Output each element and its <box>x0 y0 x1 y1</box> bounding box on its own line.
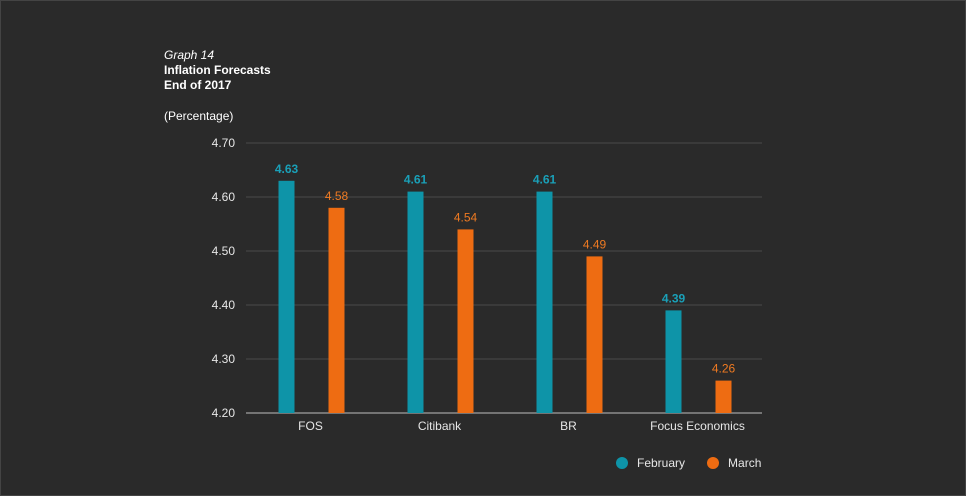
bar-february <box>278 180 295 413</box>
x-tick-label: Focus Economics <box>650 419 745 433</box>
y-tick-label: 4.40 <box>212 298 236 312</box>
x-tick-label: FOS <box>298 419 323 433</box>
bar-february <box>665 310 682 413</box>
data-label-february: 4.63 <box>275 162 299 176</box>
bar-february <box>536 191 553 413</box>
data-label-march: 4.58 <box>325 189 349 203</box>
y-tick-label: 4.20 <box>212 406 236 420</box>
legend-item-february: February <box>616 456 685 470</box>
data-label-march: 4.54 <box>454 210 478 224</box>
bar-march <box>715 380 732 413</box>
legend-swatch-march <box>707 457 720 469</box>
bar-march <box>328 207 345 413</box>
chart-title-block: Graph 14 Inflation Forecasts End of 2017 <box>164 48 271 93</box>
data-label-february: 4.61 <box>533 173 557 187</box>
data-label-march: 4.49 <box>583 237 607 251</box>
y-tick-label: 4.50 <box>212 244 236 258</box>
legend: February March <box>616 456 761 470</box>
graph-number: Graph 14 <box>164 48 215 62</box>
bar-march <box>457 229 474 413</box>
y-axis-unit-label: (Percentage) <box>164 109 234 123</box>
bar-march <box>586 256 603 413</box>
data-label-february: 4.39 <box>662 291 686 305</box>
legend-item-march: March <box>707 456 761 470</box>
y-tick-label: 4.60 <box>212 190 236 204</box>
y-tick-label: 4.30 <box>212 352 236 366</box>
x-tick-label: Citibank <box>418 419 462 433</box>
legend-label-february: February <box>637 456 686 470</box>
chart-title: Inflation Forecasts <box>164 63 271 77</box>
data-label-march: 4.26 <box>712 362 736 376</box>
y-tick-label: 4.70 <box>212 136 236 150</box>
chart-subtitle: End of 2017 <box>164 78 232 92</box>
legend-swatch-february <box>616 457 628 469</box>
x-tick-label: BR <box>560 419 577 433</box>
data-label-february: 4.61 <box>404 173 428 187</box>
bar-february <box>407 191 424 413</box>
legend-label-march: March <box>728 456 762 470</box>
